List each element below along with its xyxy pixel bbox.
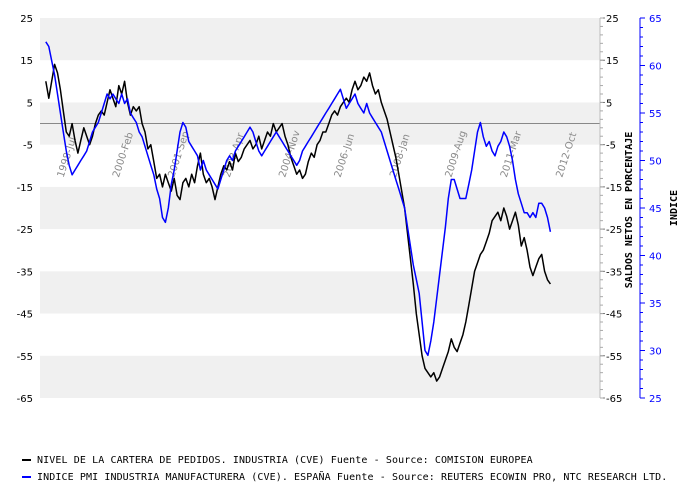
right-tick-label: -25 <box>606 225 622 236</box>
left-tick-label: -5 <box>23 141 33 152</box>
left-tick-label: -35 <box>17 267 33 278</box>
series-lines <box>45 41 552 382</box>
index-tick-label: 50 <box>649 157 662 168</box>
left-tick-label: 5 <box>27 98 33 109</box>
grid-band <box>40 271 600 314</box>
left-tick-label: -55 <box>17 352 33 363</box>
index-tick-label: 40 <box>649 252 662 263</box>
right-tick-label: 15 <box>606 56 619 67</box>
right-tick-label: 25 <box>606 14 619 25</box>
index-tick-label: 55 <box>649 109 662 120</box>
index-tick-label: 35 <box>649 299 662 310</box>
left-tick-label: -45 <box>17 310 33 321</box>
grid-band <box>40 18 600 61</box>
left-tick-label: -15 <box>17 183 33 194</box>
left-tick-label: 15 <box>20 56 33 67</box>
left-tick-label: 25 <box>20 14 33 25</box>
right-tick-label: -35 <box>606 267 622 278</box>
index-tick-label: 65 <box>649 14 662 25</box>
legend-item-1: NIVEL DE LA CARTERA DE PEDIDOS. INDUSTRI… <box>22 455 533 466</box>
series-line-2 <box>45 41 552 357</box>
grid-band <box>40 186 600 230</box>
legend-label-2: INDICE PMI INDUSTRIA MANUFACTURERA (CVE)… <box>37 472 668 483</box>
index-tick-label: 30 <box>649 347 662 358</box>
legend-swatch-black <box>22 459 31 461</box>
right-tick-label: -55 <box>606 352 622 363</box>
right-tick-label: -45 <box>606 310 622 321</box>
index-tick-label: 25 <box>649 394 662 405</box>
grid-bands <box>40 18 600 398</box>
legend-label-1: NIVEL DE LA CARTERA DE PEDIDOS. INDUSTRI… <box>37 455 533 466</box>
left-tick-label: -65 <box>17 394 33 405</box>
index-tick-label: 60 <box>649 62 662 73</box>
left-axis-ticks: 25 15 5 -5 -15 -25 -35 -45 -55 -65 <box>17 14 33 405</box>
grid-band <box>40 355 600 398</box>
index-tick-label: 45 <box>649 204 662 215</box>
index-axis-ticks: 65 60 55 50 45 40 35 30 25 <box>640 14 662 405</box>
right-axis-ticks: 25 15 5 -5 -15 -25 -35 -45 -55 -65 <box>600 14 622 405</box>
right-tick-label: -65 <box>606 394 622 405</box>
legend-swatch-blue <box>22 476 31 478</box>
index-axis-title: INDICE <box>669 190 680 226</box>
legend-item-2: INDICE PMI INDUSTRIA MANUFACTURERA (CVE)… <box>22 472 667 483</box>
right-tick-label: 5 <box>606 98 612 109</box>
right-axis-title: SALDOS NETOS EN PORCENTAJE <box>624 132 635 289</box>
right-tick-label: -5 <box>606 141 616 152</box>
right-tick-label: -15 <box>606 183 622 194</box>
left-tick-label: -25 <box>17 225 33 236</box>
